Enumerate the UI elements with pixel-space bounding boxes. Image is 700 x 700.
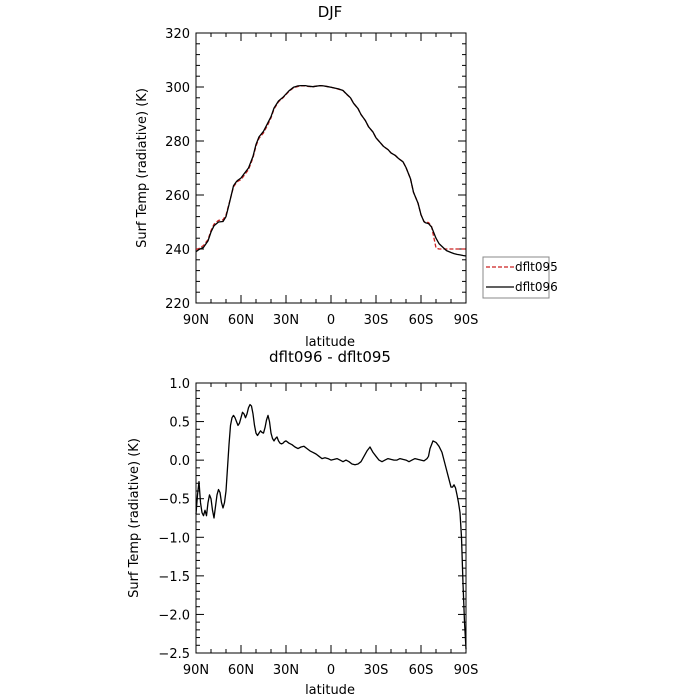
bottom-y-tick-label: −1.0: [158, 531, 190, 546]
bottom-plot-frame: [195, 382, 467, 654]
top-x-tick-label: 30S: [364, 313, 389, 328]
bottom-x-tick-label: 60S: [409, 663, 434, 678]
top-y-tick-label: 280: [165, 135, 190, 150]
bottom-y-tick-label: 1.0: [169, 377, 190, 392]
top-ticks: 90N 60N 30N 0 30S 60S 90S 220 240 260 280 300 320: [165, 27, 478, 328]
legend: dflt095 dflt096: [482, 256, 558, 299]
legend-label-dflt096: dflt096: [515, 280, 558, 294]
bottom-y-tick-label: −2.0: [158, 608, 190, 623]
bottom-series-line-series-0: [195, 403, 467, 650]
bottom-x-tick-label: 30S: [364, 663, 389, 678]
bottom-x-tick-label: 60N: [228, 663, 254, 678]
top-x-tick-label: 0: [327, 313, 335, 328]
top-y-tick-label: 300: [165, 81, 190, 96]
top-y-tick-label: 240: [165, 243, 190, 258]
bottom-chart-title: dflt096 - dflt095: [269, 348, 391, 366]
bottom-y-axis-label: Surf Temp (radiative) (K): [127, 438, 142, 598]
top-x-tick-label: 30N: [273, 313, 299, 328]
bottom-y-tick-label: −1.5: [158, 570, 190, 585]
top-x-axis-label: latitude: [305, 335, 355, 350]
bottom-panel: dflt096 - dflt095 90N 60N 30N 0 30S 60S 90S 1.0…: [127, 348, 478, 698]
top-y-tick-label: 260: [165, 189, 190, 204]
bottom-ticks: 90N 60N 30N 0 30S 60S 90S 1.0 0.5 0.0 −0.5 −1.0 −1.5…: [158, 377, 478, 678]
bottom-x-tick-label: 0: [327, 663, 335, 678]
bottom-series: [195, 403, 467, 650]
legend-label-dflt095: dflt095: [515, 260, 558, 274]
top-series-line-dflt095: [195, 84, 466, 251]
top-y-tick-label: 320: [165, 27, 190, 42]
bottom-y-tick-label: 0.5: [169, 416, 190, 431]
bottom-x-tick-label: 30N: [273, 663, 299, 678]
top-series-line-dflt096: [195, 84, 467, 257]
bottom-y-tick-label: −2.5: [158, 647, 190, 662]
top-y-axis-label: Surf Temp (radiative) (K): [135, 88, 150, 248]
top-chart-title: DJF: [318, 3, 343, 21]
top-x-tick-label: 60N: [228, 313, 254, 328]
top-plot-frame: [195, 32, 467, 304]
top-y-tick-label: 220: [165, 297, 190, 312]
top-series: [195, 84, 467, 257]
legend-box: [482, 256, 550, 299]
top-x-tick-label: 90S: [454, 313, 479, 328]
top-panel: DJF 90N 60N 30N 0 30S 60S 90S 220 240 260 280 300 32…: [135, 3, 558, 350]
bottom-y-tick-label: −0.5: [158, 493, 190, 508]
bottom-y-tick-label: 0.0: [169, 454, 190, 469]
top-x-tick-label: 60S: [409, 313, 434, 328]
bottom-x-axis-label: latitude: [305, 683, 355, 698]
bottom-x-tick-label: 90N: [183, 663, 209, 678]
top-x-tick-label: 90N: [183, 313, 209, 328]
bottom-x-tick-label: 90S: [454, 663, 479, 678]
